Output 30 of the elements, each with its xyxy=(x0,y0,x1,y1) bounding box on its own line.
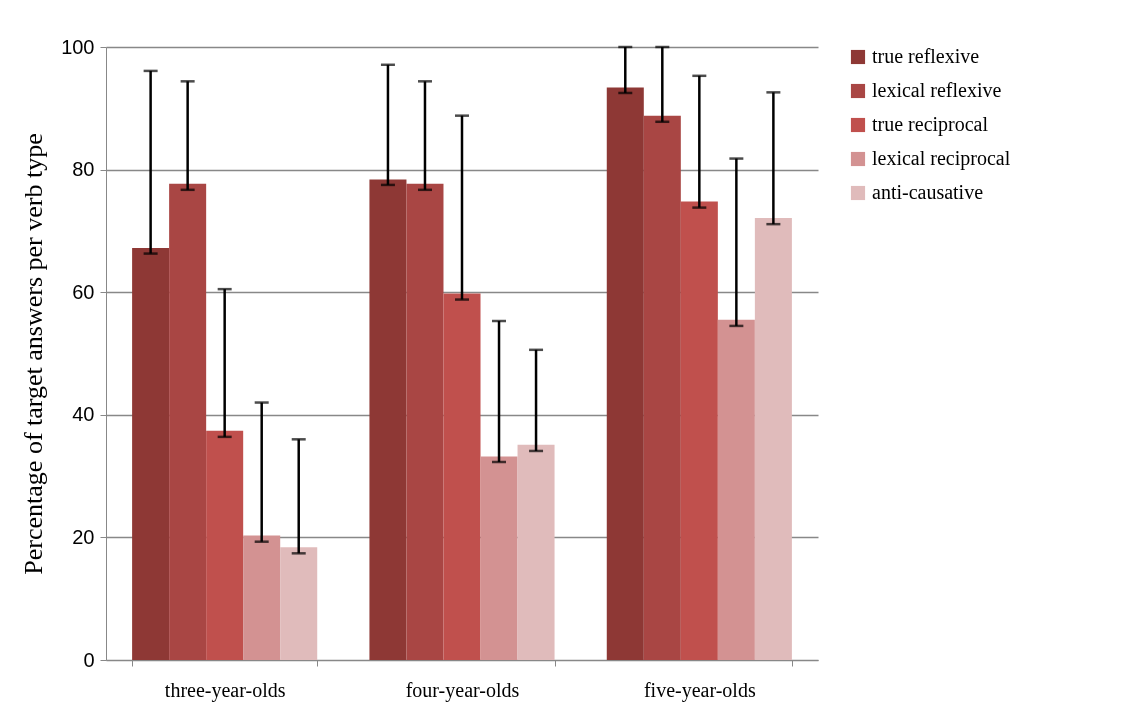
legend-label: true reciprocal xyxy=(872,113,989,136)
bar xyxy=(480,456,518,660)
legend-label: lexical reciprocal xyxy=(872,147,1011,170)
bar xyxy=(606,87,644,660)
bar xyxy=(369,179,407,660)
bar xyxy=(754,218,792,660)
y-tick-label: 40 xyxy=(72,403,95,426)
y-tick-label: 80 xyxy=(72,158,95,181)
y-tick-label: 0 xyxy=(83,648,95,671)
bar xyxy=(717,319,755,660)
legend-label: true reflexive xyxy=(872,45,980,67)
bar xyxy=(243,535,281,660)
bar xyxy=(680,201,718,660)
y-tick-label: 100 xyxy=(61,35,95,58)
bar xyxy=(517,444,555,660)
y-tick-label: 20 xyxy=(72,525,95,548)
bar xyxy=(643,115,681,660)
y-axis-title: Percentage of target answers per verb type xyxy=(19,133,49,575)
bar xyxy=(169,183,207,660)
bar xyxy=(280,547,318,660)
x-tick-label: three-year-olds xyxy=(164,678,286,702)
x-tick-label: five-year-olds xyxy=(643,678,756,702)
legend-label: lexical reflexive xyxy=(872,79,1002,101)
bar xyxy=(132,248,170,660)
x-tick-label: four-year-olds xyxy=(405,678,520,702)
bar xyxy=(443,293,481,660)
y-tick-label: 60 xyxy=(72,280,95,303)
legend-label: anti-causative xyxy=(872,181,984,203)
bar xyxy=(206,430,244,660)
bar xyxy=(406,183,444,660)
